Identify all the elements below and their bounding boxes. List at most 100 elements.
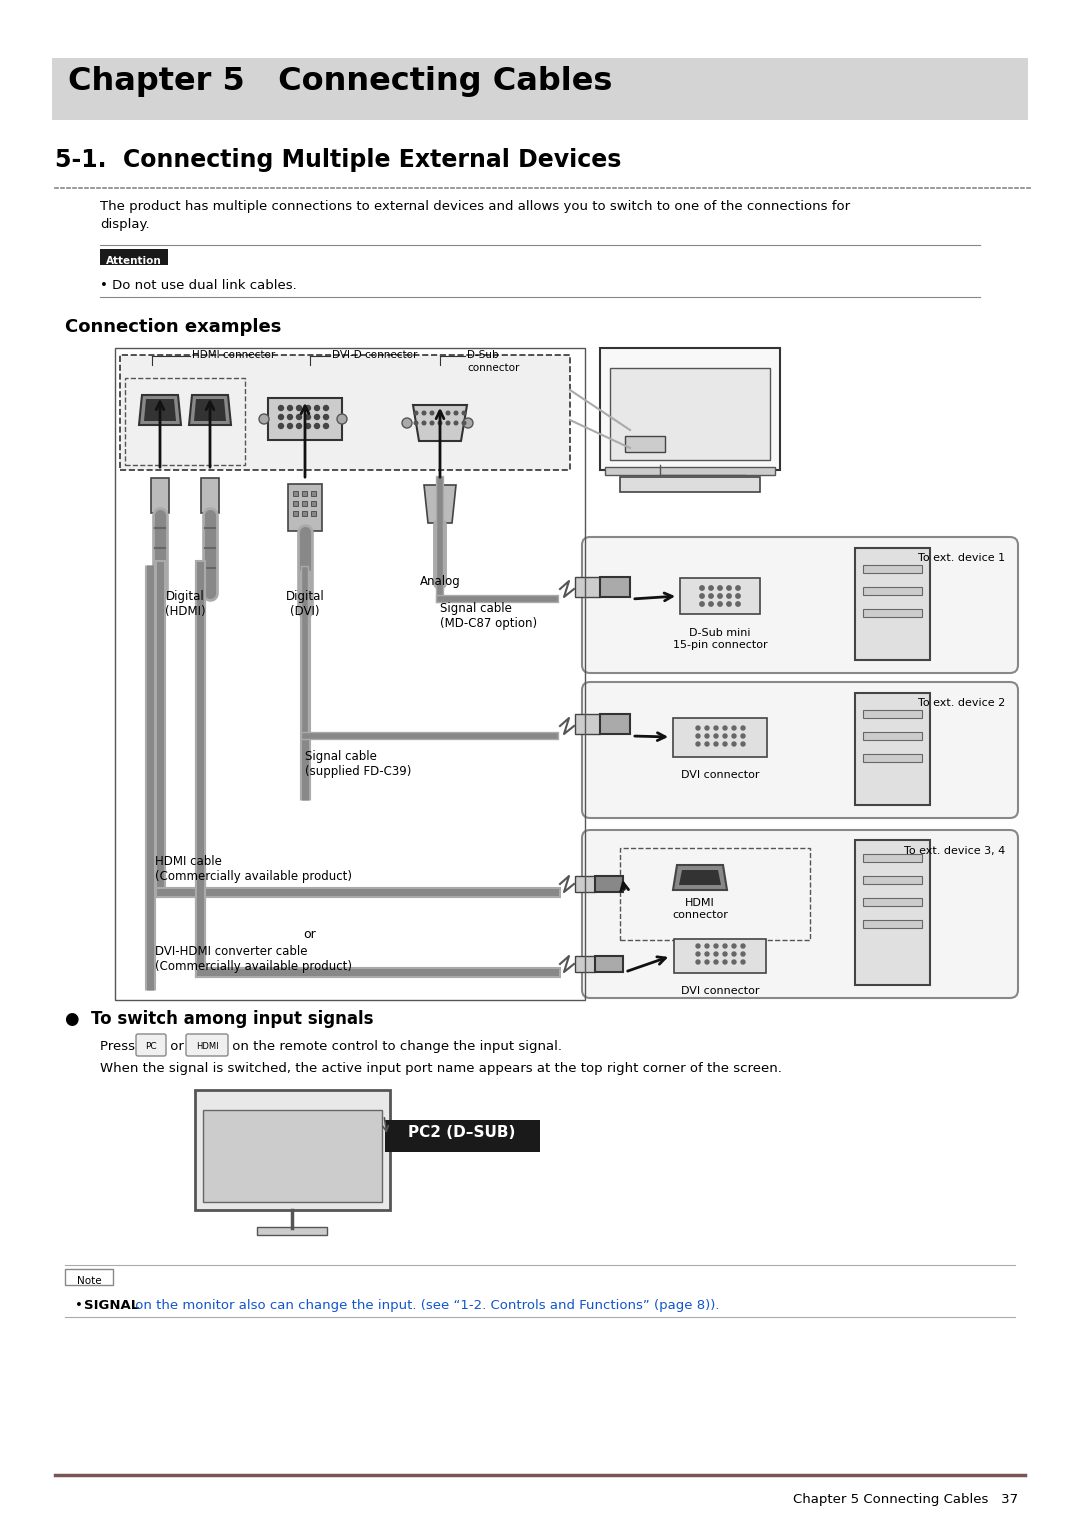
Circle shape xyxy=(297,423,301,429)
FancyBboxPatch shape xyxy=(575,876,595,892)
Circle shape xyxy=(714,734,718,738)
Text: D-Sub: D-Sub xyxy=(467,350,499,360)
Circle shape xyxy=(741,944,745,948)
Text: SIGNAL: SIGNAL xyxy=(84,1299,139,1312)
FancyBboxPatch shape xyxy=(575,715,600,734)
Circle shape xyxy=(324,406,328,411)
Circle shape xyxy=(718,602,723,606)
FancyBboxPatch shape xyxy=(120,354,570,470)
Circle shape xyxy=(287,406,293,411)
Circle shape xyxy=(297,406,301,411)
Text: DVI-D connector: DVI-D connector xyxy=(332,350,417,360)
Circle shape xyxy=(287,423,293,429)
Text: connector: connector xyxy=(467,363,519,373)
FancyBboxPatch shape xyxy=(288,484,322,531)
Circle shape xyxy=(696,960,700,964)
Text: Chapter 5   Connecting Cables: Chapter 5 Connecting Cables xyxy=(68,66,612,98)
Circle shape xyxy=(714,960,718,964)
Circle shape xyxy=(732,742,735,747)
FancyBboxPatch shape xyxy=(863,586,922,596)
Circle shape xyxy=(714,725,718,730)
FancyBboxPatch shape xyxy=(582,831,1018,999)
Circle shape xyxy=(337,414,347,425)
Circle shape xyxy=(723,951,727,956)
Circle shape xyxy=(402,418,411,428)
FancyBboxPatch shape xyxy=(595,876,623,892)
Circle shape xyxy=(708,594,713,599)
FancyBboxPatch shape xyxy=(582,538,1018,673)
FancyBboxPatch shape xyxy=(151,478,168,513)
Circle shape xyxy=(741,734,745,738)
Polygon shape xyxy=(413,405,467,441)
Circle shape xyxy=(700,594,704,599)
Circle shape xyxy=(727,602,731,606)
Circle shape xyxy=(430,411,434,415)
Text: Chapter 5 Connecting Cables   37: Chapter 5 Connecting Cables 37 xyxy=(793,1493,1018,1506)
FancyBboxPatch shape xyxy=(595,956,623,973)
FancyBboxPatch shape xyxy=(293,501,298,505)
Circle shape xyxy=(741,960,745,964)
Text: •: • xyxy=(75,1299,87,1312)
FancyBboxPatch shape xyxy=(293,492,298,496)
Circle shape xyxy=(696,951,700,956)
FancyBboxPatch shape xyxy=(384,1119,540,1151)
Circle shape xyxy=(430,421,434,425)
Circle shape xyxy=(732,725,735,730)
Circle shape xyxy=(279,414,283,420)
Text: • Do not use dual link cables.: • Do not use dual link cables. xyxy=(100,279,297,292)
Polygon shape xyxy=(673,864,727,890)
Text: To ext. device 1: To ext. device 1 xyxy=(918,553,1005,563)
FancyBboxPatch shape xyxy=(311,501,316,505)
Text: Digital
(HDMI): Digital (HDMI) xyxy=(164,589,205,618)
FancyBboxPatch shape xyxy=(65,1269,113,1286)
Text: When the signal is switched, the active input port name appears at the top right: When the signal is switched, the active … xyxy=(100,1061,782,1075)
Circle shape xyxy=(462,421,465,425)
FancyBboxPatch shape xyxy=(855,840,930,985)
FancyBboxPatch shape xyxy=(582,683,1018,818)
FancyBboxPatch shape xyxy=(302,492,307,496)
Circle shape xyxy=(727,586,731,591)
Circle shape xyxy=(462,411,465,415)
Circle shape xyxy=(735,602,740,606)
FancyBboxPatch shape xyxy=(600,577,630,597)
Circle shape xyxy=(279,406,283,411)
Text: Press: Press xyxy=(100,1040,139,1054)
Circle shape xyxy=(415,411,418,415)
FancyBboxPatch shape xyxy=(600,348,780,470)
Text: HDMI cable
(Commercially available product): HDMI cable (Commercially available produ… xyxy=(156,855,352,883)
FancyBboxPatch shape xyxy=(863,754,922,762)
Text: ●  To switch among input signals: ● To switch among input signals xyxy=(65,1009,374,1028)
FancyBboxPatch shape xyxy=(575,577,600,597)
Polygon shape xyxy=(424,486,456,524)
FancyBboxPatch shape xyxy=(268,399,342,440)
Circle shape xyxy=(708,602,713,606)
Text: HDMI connector: HDMI connector xyxy=(192,350,275,360)
FancyBboxPatch shape xyxy=(863,565,922,573)
Polygon shape xyxy=(144,399,176,421)
Text: DVI connector: DVI connector xyxy=(680,770,759,780)
Circle shape xyxy=(455,421,458,425)
Polygon shape xyxy=(679,870,721,886)
Circle shape xyxy=(297,414,301,420)
FancyBboxPatch shape xyxy=(257,1228,327,1235)
Circle shape xyxy=(723,734,727,738)
Circle shape xyxy=(696,734,700,738)
Circle shape xyxy=(735,586,740,591)
Circle shape xyxy=(723,742,727,747)
Circle shape xyxy=(732,944,735,948)
Circle shape xyxy=(723,944,727,948)
Circle shape xyxy=(705,951,708,956)
Text: on the monitor also can change the input. (see “1-2. Controls and Functions” (pa: on the monitor also can change the input… xyxy=(131,1299,719,1312)
Circle shape xyxy=(314,406,320,411)
Circle shape xyxy=(422,421,426,425)
FancyBboxPatch shape xyxy=(52,58,1028,121)
FancyBboxPatch shape xyxy=(302,501,307,505)
Circle shape xyxy=(438,411,442,415)
Circle shape xyxy=(259,414,269,425)
Polygon shape xyxy=(189,395,231,425)
Circle shape xyxy=(741,725,745,730)
Text: Attention: Attention xyxy=(106,257,162,266)
FancyBboxPatch shape xyxy=(100,249,168,266)
FancyBboxPatch shape xyxy=(600,715,630,734)
FancyBboxPatch shape xyxy=(863,898,922,906)
